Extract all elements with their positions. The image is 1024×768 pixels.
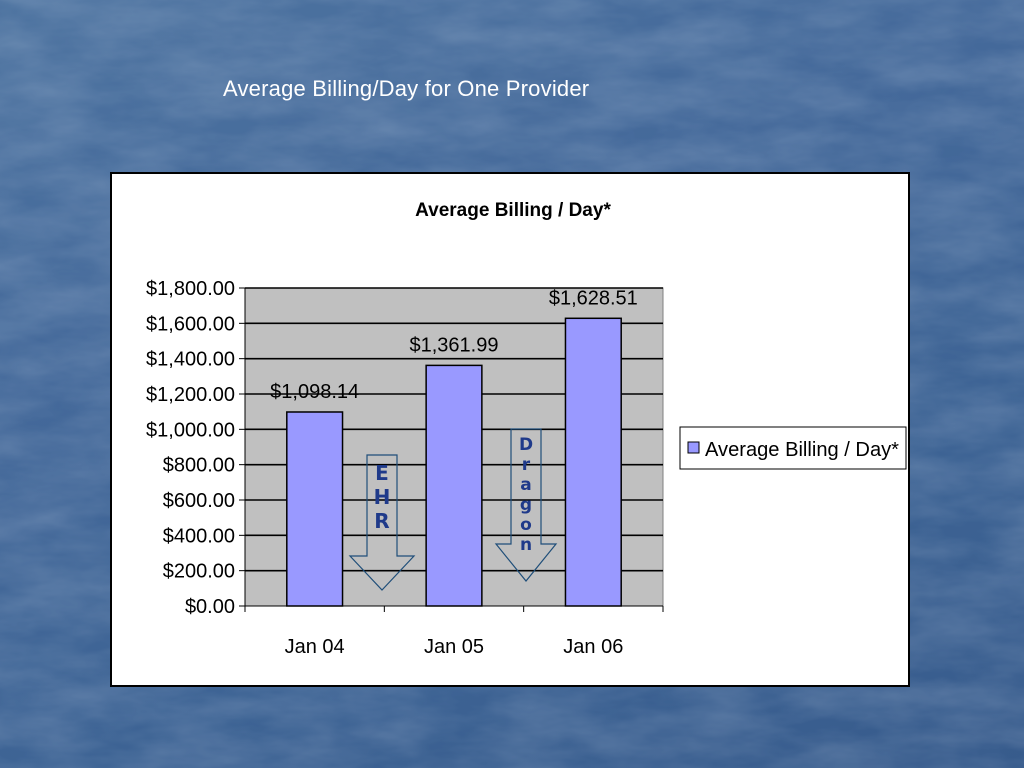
y-tick-label: $400.00 (163, 525, 235, 547)
x-tick-label: Jan 06 (563, 636, 623, 658)
chart-panel: Average Billing / Day* $1,098.14 $1,361.9… (110, 172, 910, 687)
y-tick-label: $0.00 (185, 596, 235, 618)
x-tick-label: Jan 04 (285, 636, 345, 658)
bar (286, 411, 344, 607)
annotation-letter: n (520, 535, 532, 555)
y-axis: $0.00 $200.00 $400.00 $600.00 $800.00 $1,000.… (146, 278, 246, 618)
annotation-letter: o (520, 515, 532, 535)
y-tick-label: $200.00 (163, 561, 235, 583)
down-arrow-icon (348, 454, 416, 591)
legend-box (679, 426, 907, 470)
bar-chart: Average Billing / Day* $1,098.14 $1,361.9… (146, 200, 907, 658)
y-tick-label: $1,800.00 (146, 278, 235, 300)
x-axis: Jan 04 Jan 05 Jan 06 (244, 605, 664, 658)
y-tick-label: $1,200.00 (146, 384, 235, 406)
data-label: $1,361.99 (410, 334, 499, 356)
data-labels: $1,098.14 $1,361.99 $1,628.51 (270, 287, 638, 403)
down-arrow-icon (494, 428, 558, 582)
y-tick-label: $1,600.00 (146, 313, 235, 335)
annotation-letter: E (375, 461, 389, 485)
annotation-letter: R (374, 509, 389, 533)
bars (286, 317, 622, 607)
annotation-letter: a (520, 475, 531, 495)
y-tick-label: $1,400.00 (146, 349, 235, 371)
legend-swatch (687, 441, 700, 454)
slide-title: Average Billing/Day for One Provider (223, 76, 590, 101)
y-tick-label: $600.00 (163, 490, 235, 512)
annotation-letter: r (522, 455, 531, 475)
legend: Average Billing / Day* (679, 426, 907, 470)
bar (425, 364, 483, 607)
bar (564, 317, 622, 607)
data-label: $1,098.14 (270, 381, 359, 403)
legend-label: Average Billing / Day* (705, 439, 899, 461)
annotation-letter: D (519, 435, 533, 455)
y-tick-label: $800.00 (163, 455, 235, 477)
data-label: $1,628.51 (549, 287, 638, 309)
annotation-letter: H (374, 485, 391, 509)
x-tick-label: Jan 05 (424, 636, 484, 658)
y-tick-label: $1,000.00 (146, 419, 235, 441)
annotation-letter: g (520, 495, 532, 515)
chart-title: Average Billing / Day* (415, 200, 611, 221)
